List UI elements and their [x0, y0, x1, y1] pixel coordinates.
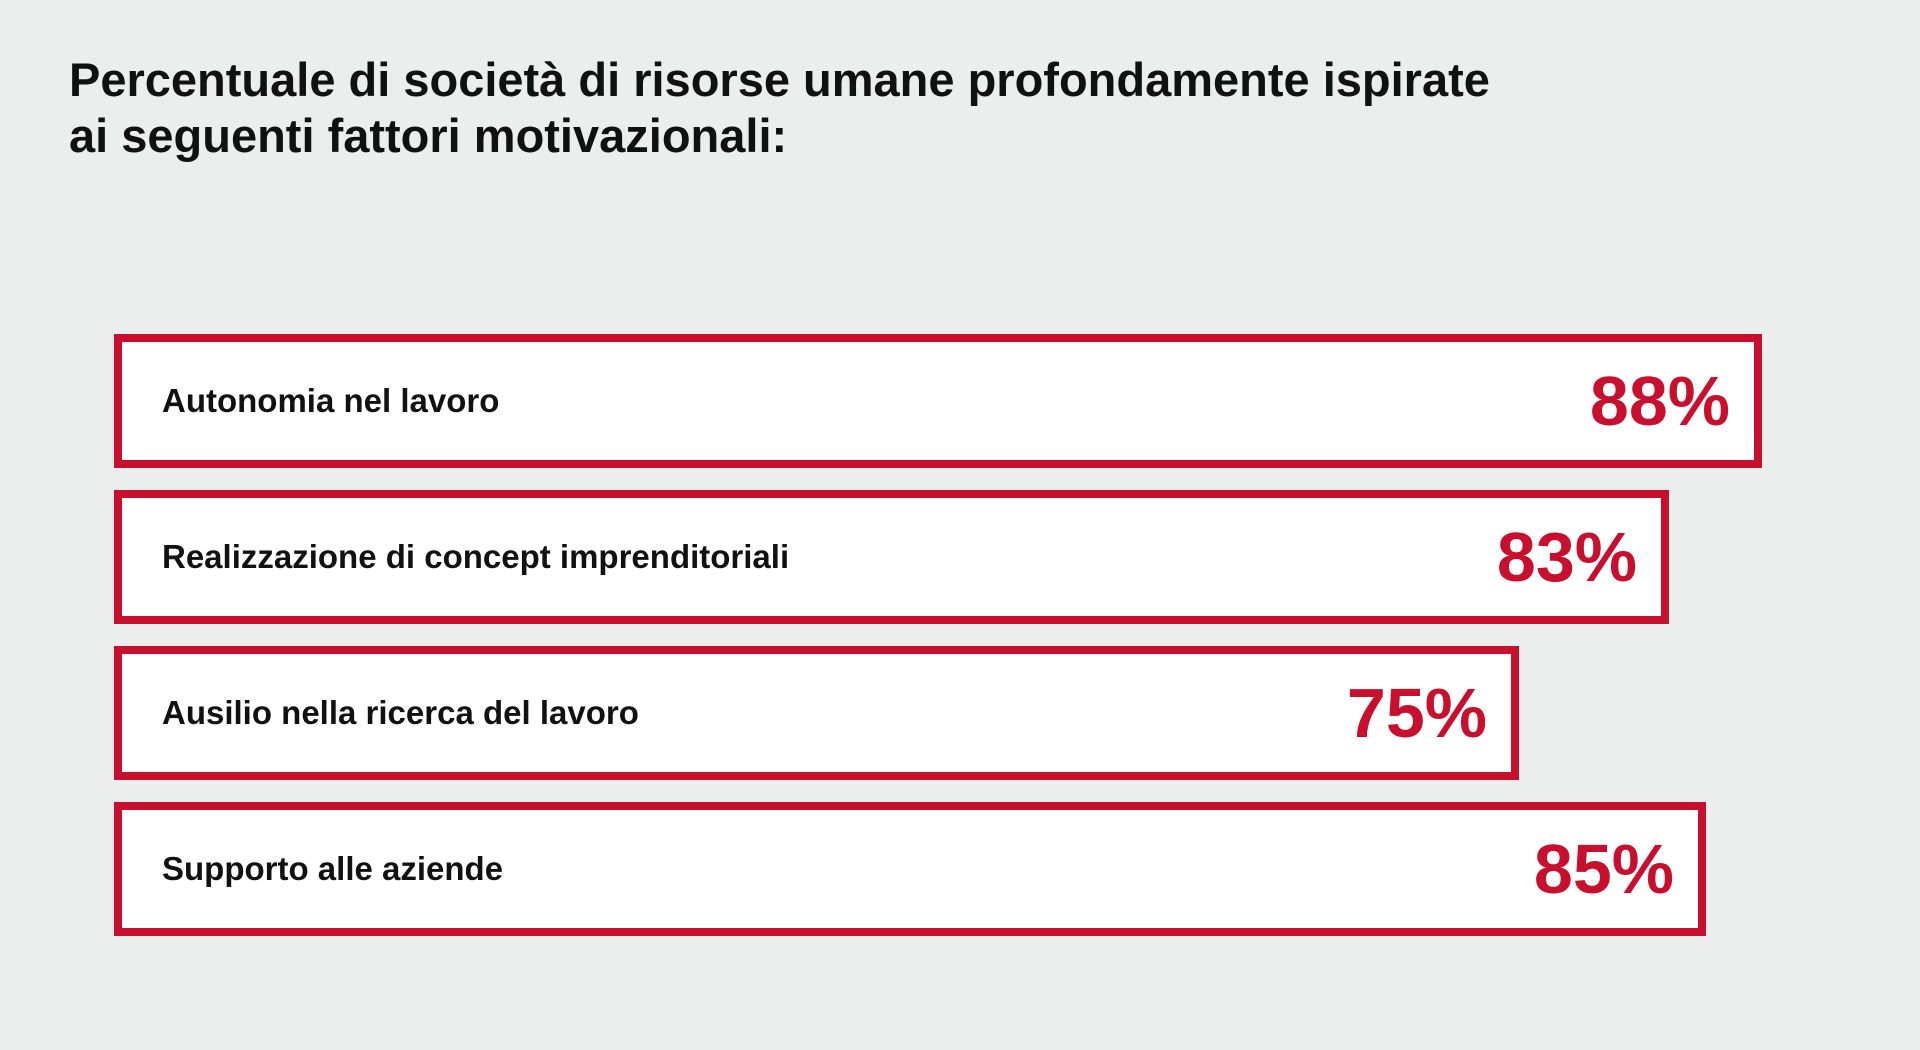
chart-title-line-2: ai seguenti fattori motivazionali: [69, 109, 788, 162]
bar-label: Supporto alle aziende [162, 850, 504, 887]
bar-value-label: 83% [1496, 518, 1637, 596]
bar-2: Realizzazione di concept imprenditoriali… [114, 490, 1669, 624]
bar-value-label: 85% [1533, 830, 1674, 908]
bar-value-label: 75% [1346, 674, 1487, 752]
bar-1: Autonomia nel lavoro 88% [114, 334, 1762, 468]
bar-label: Ausilio nella ricerca del lavoro [162, 694, 639, 731]
bar-label: Realizzazione di concept imprenditoriali [162, 538, 790, 575]
chart-title: Percentuale di società di risorse umane … [69, 52, 1769, 164]
chart-title-line-1: Percentuale di società di risorse umane … [69, 53, 1490, 106]
bar-4: Supporto alle aziende 85% [114, 802, 1706, 936]
bar-value-label: 88% [1589, 362, 1730, 440]
bar-3: Ausilio nella ricerca del lavoro 75% [114, 646, 1519, 780]
bar-label: Autonomia nel lavoro [162, 382, 500, 419]
